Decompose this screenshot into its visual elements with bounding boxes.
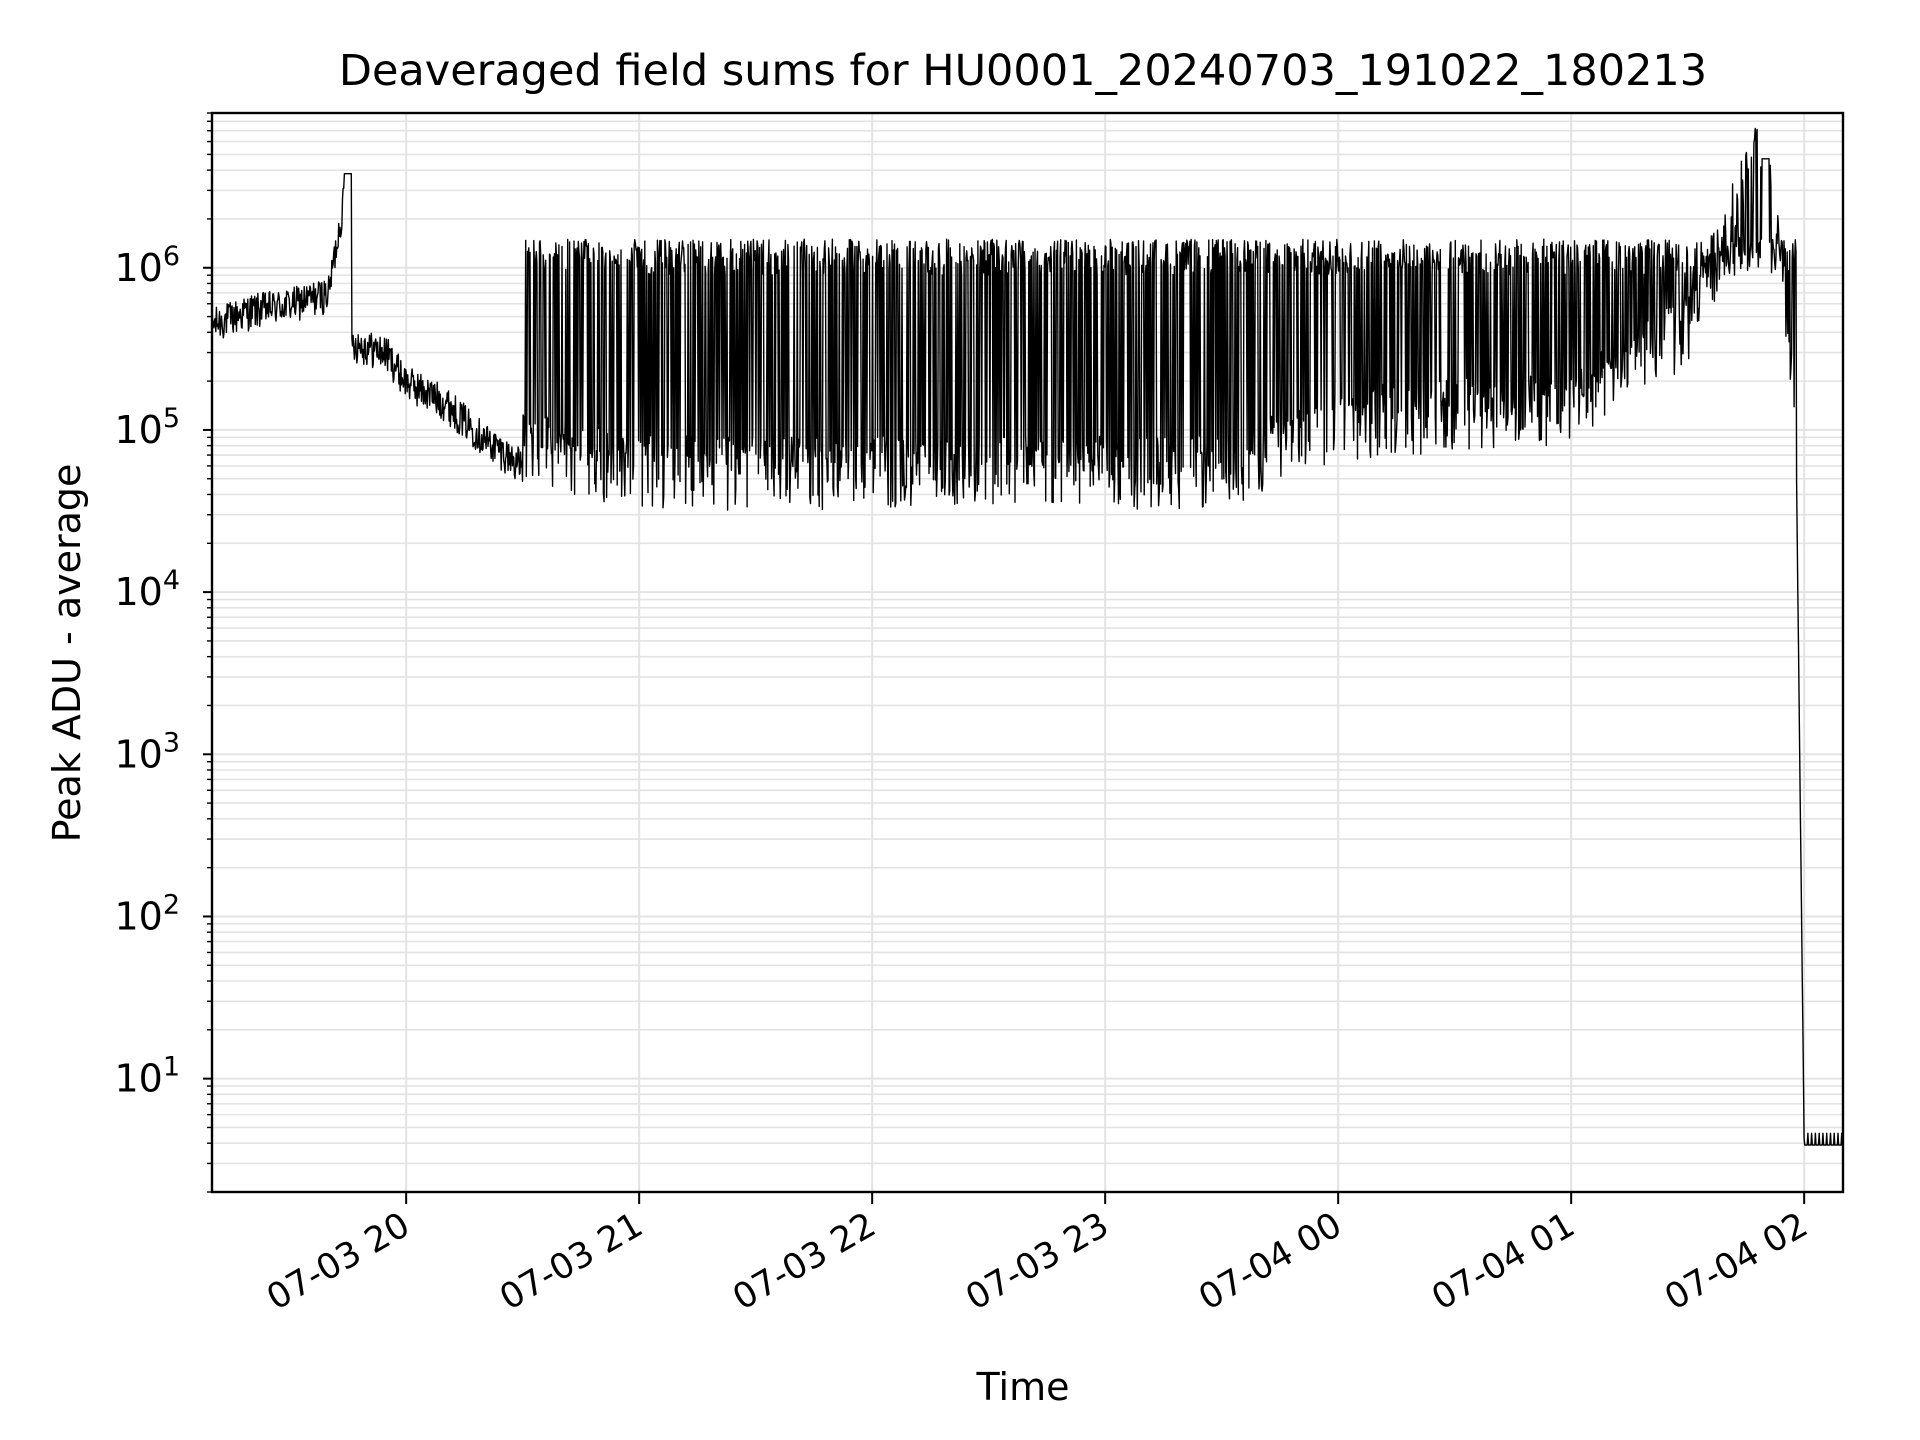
y-tick-label: 102 <box>114 889 180 938</box>
y-tick-label: 105 <box>114 403 180 452</box>
series-line <box>211 127 1844 1146</box>
data-series <box>211 127 1844 1146</box>
x-tick-label: 07-03 22 <box>726 1205 882 1318</box>
x-tick-label: 07-04 01 <box>1425 1205 1581 1318</box>
plot-frame <box>210 111 1845 1194</box>
y-tick-label: 101 <box>114 1052 180 1101</box>
x-tick-label: 07-04 00 <box>1192 1205 1348 1318</box>
chart-title: Deaveraged field sums for HU0001_2024070… <box>339 46 1707 96</box>
y-axis-title: Peak ADU - average <box>45 464 89 843</box>
x-axis-title: Time <box>976 1365 1070 1409</box>
x-axis: 07-03 20 07-03 21 07-03 22 07-03 23 07-04 00… <box>260 1192 1815 1318</box>
y-axis: 101 102 103 104 105 106 <box>114 112 212 1193</box>
y-tick-label: 103 <box>114 727 180 776</box>
x-tick-label: 07-04 02 <box>1658 1205 1814 1318</box>
x-tick-label: 07-03 21 <box>493 1205 649 1318</box>
y-tick-label: 106 <box>114 241 180 290</box>
y-tick-label: 104 <box>114 565 180 614</box>
x-tick-label: 07-03 23 <box>959 1205 1115 1318</box>
x-tick-label: 07-03 20 <box>260 1205 416 1318</box>
